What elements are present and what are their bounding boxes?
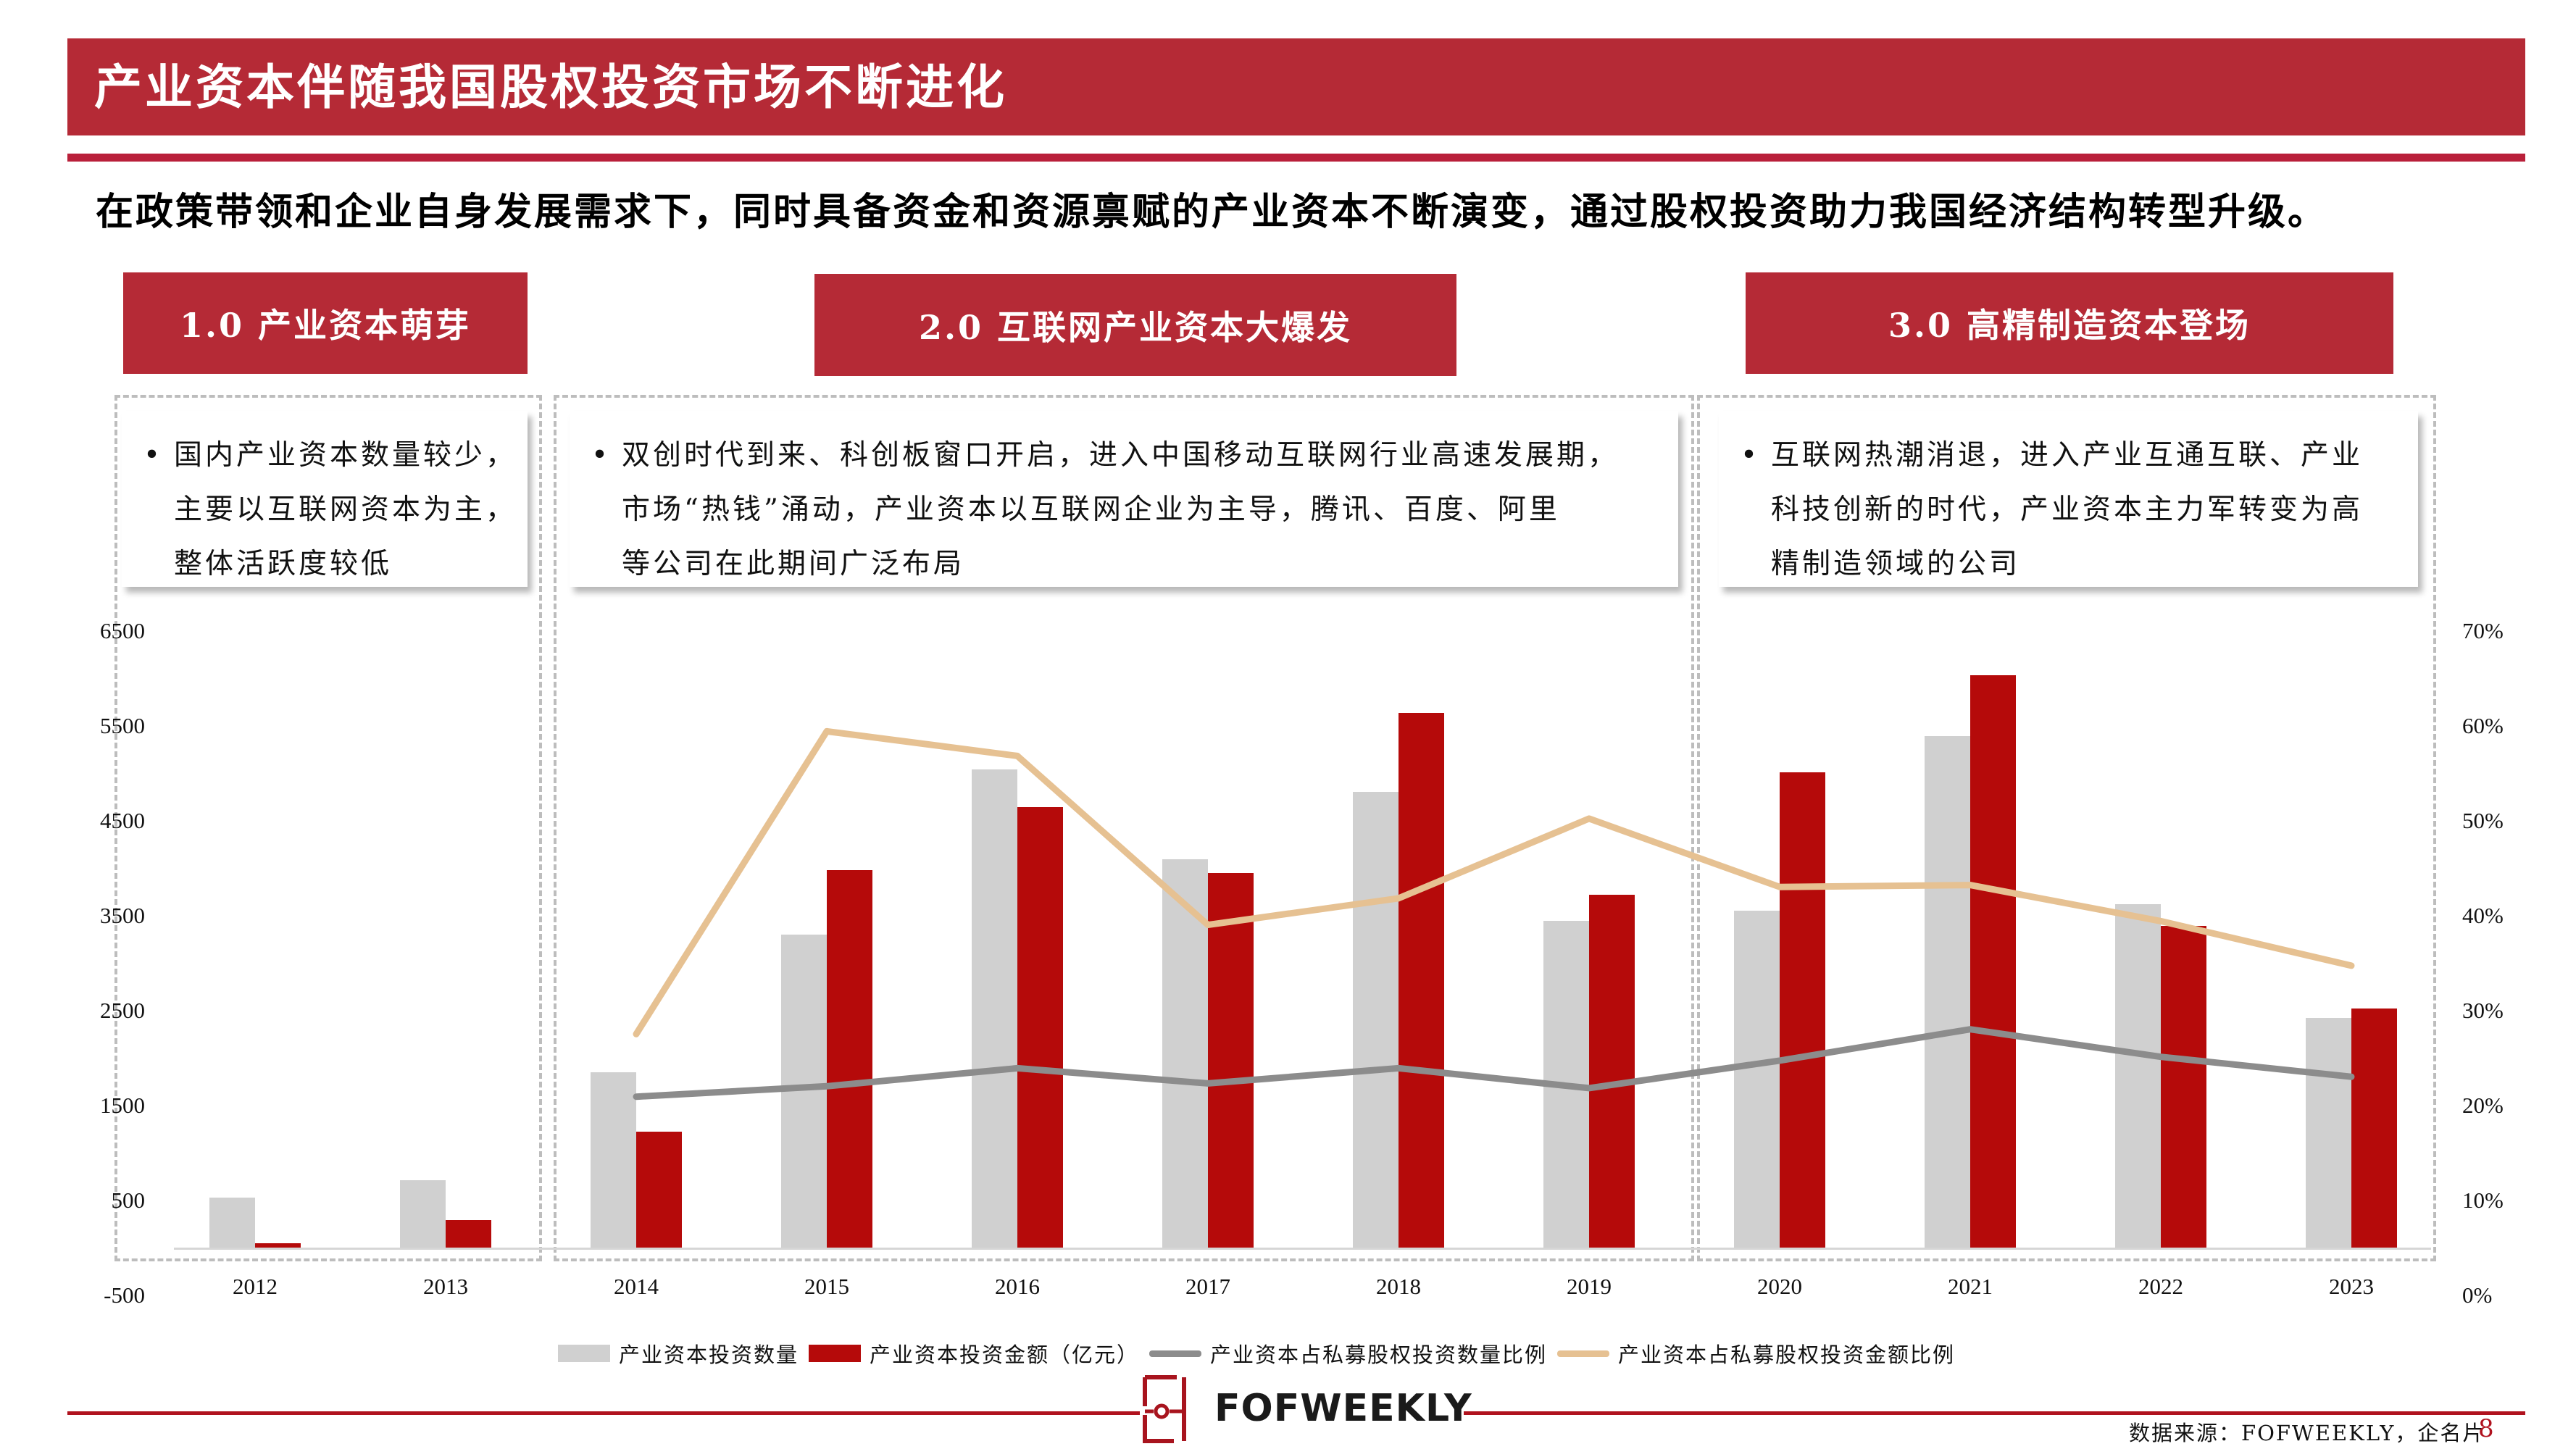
- y-right-tick-label: 70%: [2462, 617, 2504, 643]
- bar-investment-count: [1734, 910, 1780, 1248]
- bar-investment-count: [2306, 1017, 2351, 1248]
- x-tick-label: 2019: [1567, 1274, 1612, 1299]
- y-left-tick-label: 2500: [100, 997, 145, 1023]
- bar-investment-amount: [827, 869, 872, 1248]
- phase-note-1: • 国内产业资本数量较少， 主要以互联网资本为主， 整体活跃度较低: [122, 411, 528, 587]
- note-text: 精制造领域的公司: [1771, 548, 2021, 580]
- x-tick-label: 2014: [614, 1274, 659, 1299]
- y-right-tick-label: 20%: [2462, 1092, 2504, 1118]
- legend-swatch-box-icon: [809, 1345, 862, 1362]
- x-tick-label: 2016: [995, 1274, 1040, 1299]
- note-text: 主要以互联网资本为主，: [174, 493, 517, 526]
- legend-item: 产业资本投资数量: [558, 1338, 799, 1369]
- page-number: 8: [2478, 1414, 2494, 1443]
- note-text: 等公司在此期间广泛布局: [622, 548, 965, 580]
- note-text: 科技创新的时代，产业资本主力军转变为高: [1771, 493, 2364, 526]
- bar-investment-amount: [1208, 872, 1254, 1248]
- bullet-icon: •: [143, 439, 164, 472]
- bullet-icon: •: [1741, 439, 1761, 472]
- fofweekly-logo-text: FOFWEEKLY: [1214, 1387, 1472, 1430]
- y-left-tick-label: 5500: [100, 712, 145, 738]
- phase-header-1: 1.0 产业资本萌芽: [123, 272, 528, 374]
- legend-item: 产业资本占私募股权投资数量比例: [1149, 1338, 1547, 1369]
- title-bar: [67, 38, 2525, 135]
- bullet-icon: •: [591, 439, 612, 472]
- bar-investment-count: [209, 1197, 255, 1248]
- y-left-tick-label: 6500: [100, 617, 145, 643]
- note-text: 双创时代到来、科创板窗口开启，进入中国移动互联网行业高速发展期，: [622, 439, 1620, 472]
- y-left-tick-label: 1500: [100, 1092, 145, 1118]
- footer-line-left: [67, 1411, 1140, 1415]
- legend-label: 产业资本占私募股权投资金额比例: [1618, 1342, 1956, 1367]
- bar-investment-amount: [1589, 894, 1635, 1248]
- phase-group-box-3: [1697, 395, 2436, 1261]
- bar-investment-count: [1353, 792, 1399, 1248]
- phase-header-3: 3.0 高精制造资本登场: [1746, 272, 2393, 374]
- y-left-tick-label: 500: [111, 1187, 146, 1213]
- phase-group-box-2: [554, 395, 1694, 1261]
- x-tick-label: 2017: [1185, 1274, 1230, 1299]
- x-tick-label: 2023: [2329, 1274, 2374, 1299]
- y-left-tick-label: 4500: [100, 807, 145, 833]
- bar-investment-amount: [255, 1243, 301, 1248]
- bar-investment-amount: [1017, 807, 1063, 1248]
- note-text: 国内产业资本数量较少，: [174, 439, 517, 472]
- bar-investment-amount: [1970, 675, 2016, 1248]
- x-tick-label: 2012: [233, 1274, 278, 1299]
- phase-header-2: 2.0 互联网产业资本大爆发: [814, 274, 1456, 376]
- y-right-tick-label: 30%: [2462, 997, 2504, 1023]
- bar-investment-amount: [636, 1132, 682, 1248]
- y-right-tick-label: 10%: [2462, 1187, 2504, 1213]
- legend-item: 产业资本投资金额（亿元）: [809, 1338, 1139, 1369]
- note-text: 互联网热潮消退，进入产业互通互联、产业: [1771, 439, 2364, 472]
- x-tick-label: 2022: [2138, 1274, 2183, 1299]
- line-amount-ratio: [633, 727, 2355, 1037]
- bar-investment-count: [1162, 859, 1208, 1248]
- line-count-ratio: [633, 1026, 2355, 1101]
- bar-investment-count: [972, 769, 1017, 1248]
- note-text: 整体活跃度较低: [174, 548, 393, 580]
- x-tick-label: 2021: [1948, 1274, 1993, 1299]
- phase-note-3: • 互联网热潮消退，进入产业互通互联、产业 科技创新的时代，产业资本主力军转变为高…: [1719, 411, 2418, 587]
- phase-group-box-1: [114, 395, 542, 1261]
- x-tick-label: 2015: [804, 1274, 849, 1299]
- page-title: 产业资本伴随我国股权投资市场不断进化: [94, 59, 1007, 115]
- x-tick-label: 2018: [1376, 1274, 1421, 1299]
- data-source: 数据来源：FOFWEEKLY，企名片: [2129, 1421, 2485, 1445]
- fofweekly-logo-icon: [1139, 1371, 1190, 1445]
- bar-investment-amount: [1399, 713, 1444, 1248]
- y-right-tick-label: 40%: [2462, 902, 2504, 928]
- legend-label: 产业资本占私募股权投资数量比例: [1210, 1342, 1548, 1367]
- legend-swatch-box-icon: [558, 1345, 610, 1362]
- bar-investment-amount: [2161, 925, 2206, 1248]
- y-right-tick-label: 60%: [2462, 712, 2504, 738]
- bar-investment-count: [1925, 735, 1970, 1248]
- legend-item: 产业资本占私募股权投资金额比例: [1557, 1338, 1955, 1369]
- y-left-tick-label: -500: [104, 1282, 145, 1308]
- page-subtitle: 在政策带领和企业自身发展需求下，同时具备资金和资源禀赋的产业资本不断演变，通过股…: [96, 190, 2328, 234]
- bar-investment-amount: [2351, 1008, 2397, 1248]
- y-right-tick-label: 50%: [2462, 807, 2504, 833]
- bar-investment-count: [591, 1072, 636, 1248]
- y-left-tick-label: 3500: [100, 902, 145, 928]
- x-tick-label: 2020: [1757, 1274, 1802, 1299]
- footer-line-right: [1464, 1411, 2525, 1415]
- title-divider: [67, 154, 2525, 162]
- chart-legend: 产业资本投资数量 产业资本投资金额（亿元） 产业资本占私募股权投资数量比例 产业资本占…: [558, 1339, 1965, 1368]
- x-axis-baseline: [174, 1248, 2431, 1250]
- bar-investment-count: [2115, 903, 2161, 1248]
- legend-swatch-line-icon: [1149, 1350, 1202, 1357]
- bar-investment-count: [400, 1179, 446, 1248]
- x-tick-label: 2013: [423, 1274, 468, 1299]
- bar-investment-amount: [446, 1220, 491, 1248]
- legend-swatch-line-icon: [1557, 1350, 1610, 1357]
- legend-label: 产业资本投资数量: [619, 1342, 799, 1367]
- note-text: 市场“热钱”涌动，产业资本以互联网企业为主导，腾讯、百度、阿里: [622, 493, 1560, 526]
- legend-label: 产业资本投资金额（亿元）: [870, 1342, 1140, 1367]
- y-right-tick-label: 0%: [2462, 1282, 2493, 1308]
- phase-note-2: • 双创时代到来、科创板窗口开启，进入中国移动互联网行业高速发展期， 市场“热钱”…: [570, 411, 1678, 587]
- bar-investment-amount: [1780, 772, 1825, 1248]
